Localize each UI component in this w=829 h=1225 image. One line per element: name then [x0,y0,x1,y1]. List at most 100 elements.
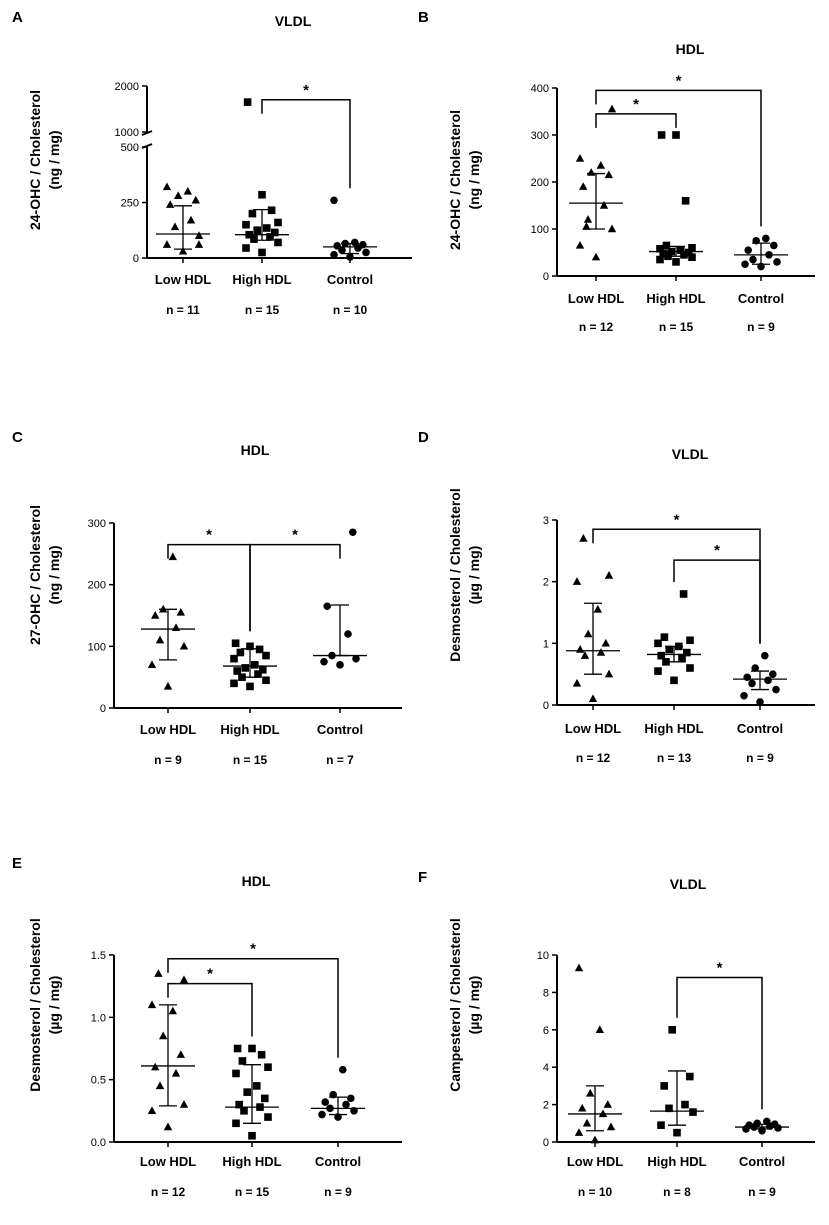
series-control [734,234,788,271]
data-point [147,1000,157,1009]
data-point [772,685,780,694]
data-point [347,1094,355,1103]
significance-star: * [714,542,720,559]
data-point [672,131,680,139]
median-iqr [735,1123,789,1130]
significance-bracket [673,559,761,644]
median-iqr [313,604,367,657]
significance-star: * [292,527,298,544]
data-point [183,186,192,195]
y-tick-label: 0.5 [91,1075,106,1087]
y-axis-label-line: (µg / mg) [46,976,62,1035]
data-point [264,1063,272,1071]
data-point [575,240,585,249]
y-tick-label: 2000 [115,81,139,93]
data-point [233,1044,242,1053]
data-point [606,1122,616,1131]
data-point [665,1104,673,1113]
x-tick-label: Control [327,272,373,287]
y-axis-label: Campesterol / Cholesterol (µg / mg) [447,918,482,1092]
y-axis-label: 27-OHC / Cholesterol (ng / mg) [27,505,62,645]
data-point [668,1026,676,1034]
data-point [258,190,266,199]
median-iqr [566,602,620,675]
series-high-hdl [223,639,277,691]
data-point [574,963,584,972]
data-point [264,1113,272,1121]
data-point [170,222,180,231]
significance-bracket [167,543,251,632]
data-point [163,1122,173,1131]
data-point [763,1117,771,1126]
data-point [582,222,591,230]
data-point [688,253,696,261]
sample-size-label: n = 9 [747,320,775,334]
y-axis-label-line: Desmosterol / Cholesterol [27,918,43,1092]
data-point [262,651,270,660]
y-axis-label: 24-OHC / Cholesterol (ng / mg) [27,90,62,230]
x-tick-label: High HDL [232,272,291,287]
data-point [756,698,764,706]
y-tick-label: 0 [133,253,139,265]
series-control [323,196,377,261]
data-point [257,1050,266,1059]
y-axis-label-line: Campesterol / Cholesterol [447,918,463,1092]
data-point [186,215,196,224]
data-point [351,238,359,247]
data-point [603,1100,612,1108]
series-low-hdl [569,104,623,261]
series-low-hdl [568,963,622,1144]
significance-bracket [595,113,677,128]
data-point [660,1082,668,1090]
y-tick-label: 250 [121,198,139,210]
data-point [238,1057,247,1065]
median-iqr [733,670,787,691]
significance-bracket [592,528,761,644]
data-point [246,682,254,691]
chart-title: HDL [242,873,271,889]
data-point [686,664,694,672]
sample-size-label: n = 8 [663,1185,691,1199]
panel-letter: E [12,855,22,872]
x-tick-label: Low HDL [568,291,624,306]
data-point [745,1121,753,1129]
y-tick-label: 1 [543,638,549,650]
data-point [176,607,185,616]
panel-c: C HDL 27-OHC / Cholesterol (ng / mg) 0 100 200… [12,429,402,767]
y-axis-label-line: (µg / mg) [466,976,482,1035]
chart-title: HDL [676,41,705,57]
data-point [583,215,593,223]
data-point [584,629,593,638]
data-point [155,635,165,644]
sample-size-label: n = 15 [245,303,280,317]
x-tick-label: High HDL [646,291,705,306]
panel-b: B HDL 24-OHC / Cholesterol (ng / mg) 0 100 200… [418,9,815,334]
data-point [654,639,662,648]
panel-letter: B [418,9,429,26]
axes [113,523,402,709]
y-tick-label: 1000 [115,127,139,139]
data-point [659,249,667,258]
y-axis-label: 24-OHC / Cholesterol (ng / mg) [447,110,482,250]
y-axis-label-line: 27-OHC / Cholesterol [27,505,43,645]
data-point [253,226,261,235]
series-high-hdl [225,1044,279,1140]
significance-bracket [676,976,763,1110]
chart-title: VLDL [670,876,707,892]
data-point [769,670,777,678]
y-tick-label: 1.5 [91,950,106,962]
data-point [572,577,582,585]
panel-letter: C [12,429,23,446]
data-point [593,604,602,613]
sample-size-label: n = 10 [578,1185,613,1199]
data-point [362,248,370,257]
data-point [349,528,357,537]
data-point [274,238,282,247]
data-point [741,260,749,269]
y-axis-label-line: (ng / mg) [466,150,482,209]
median-iqr [650,1070,704,1126]
data-point [274,218,282,227]
sample-size-label: n = 9 [324,1185,352,1199]
x-tick-label: Low HDL [155,272,211,287]
